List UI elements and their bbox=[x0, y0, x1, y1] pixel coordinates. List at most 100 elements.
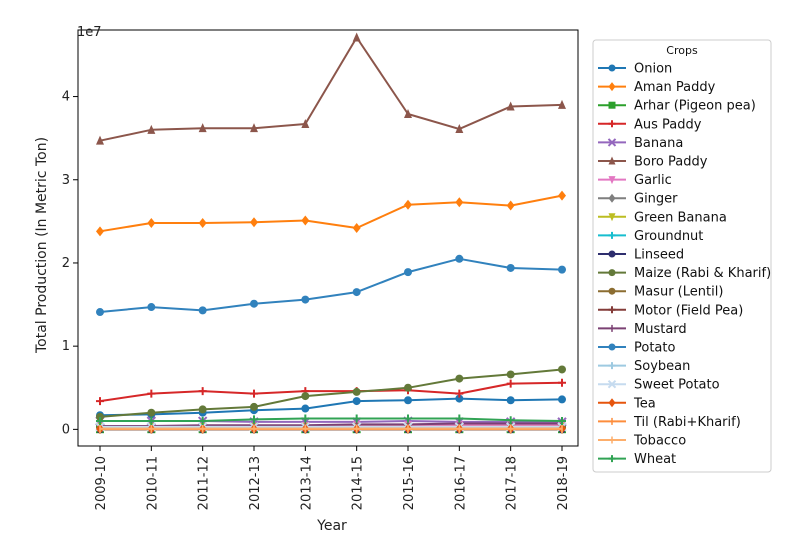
legend-label: Tobacco bbox=[633, 434, 686, 449]
legend-marker bbox=[608, 156, 616, 165]
legend-marker bbox=[608, 306, 616, 314]
data-point bbox=[250, 402, 258, 411]
axes: 0 1 2 3 4 2009-10 2010-11 2011-12 2012-13 2013-14… bbox=[62, 29, 579, 510]
series bbox=[96, 378, 566, 406]
y-tick-label: 3 bbox=[62, 173, 70, 188]
legend-item: Motor (Field Pea) bbox=[598, 303, 743, 318]
legend-label: Maize (Rabi & Kharif) bbox=[634, 266, 771, 281]
data-point bbox=[404, 414, 412, 423]
data-point bbox=[558, 417, 566, 426]
legend-item: Linseed bbox=[598, 248, 684, 263]
data-point bbox=[301, 414, 310, 423]
series bbox=[96, 32, 566, 145]
legend-marker bbox=[608, 176, 616, 185]
legend-label: Sweet Potato bbox=[634, 378, 720, 393]
data-point bbox=[301, 295, 310, 304]
legend-item: Groundnut bbox=[598, 229, 703, 244]
legend-marker bbox=[608, 343, 616, 351]
series-line bbox=[100, 422, 562, 427]
legend-item: Wheat bbox=[598, 452, 676, 467]
data-point bbox=[147, 389, 156, 398]
legend-label: Til (Rabi+Kharif) bbox=[633, 415, 741, 430]
series-line bbox=[99, 36, 563, 142]
data-point bbox=[404, 396, 412, 405]
legend-marker bbox=[608, 213, 616, 222]
data-point bbox=[352, 397, 361, 406]
data-point bbox=[96, 226, 104, 237]
x-axis-label: Year bbox=[316, 518, 347, 534]
legend-marker bbox=[608, 362, 616, 370]
legend-marker bbox=[608, 64, 616, 72]
legend-label: Wheat bbox=[634, 452, 676, 467]
data-point bbox=[558, 395, 566, 404]
data-point bbox=[96, 417, 104, 426]
data-point bbox=[147, 124, 156, 134]
data-point bbox=[558, 365, 566, 374]
legend-item: Maize (Rabi & Kharif) bbox=[598, 266, 771, 281]
legend-marker bbox=[607, 379, 617, 389]
data-point bbox=[506, 263, 515, 272]
legend-label: Onion bbox=[634, 62, 672, 77]
data-point bbox=[352, 288, 361, 297]
data-point bbox=[506, 370, 515, 379]
legend-label: Masur (Lentil) bbox=[634, 285, 723, 300]
data-point bbox=[198, 123, 207, 133]
data-point bbox=[558, 265, 566, 274]
data-point bbox=[301, 404, 310, 413]
legend-item: Mustard bbox=[598, 322, 687, 337]
y-axis-label: Total Production (In Metric Ton) bbox=[34, 137, 50, 354]
legend-label: Banana bbox=[634, 136, 683, 151]
data-point bbox=[506, 416, 515, 425]
data-point bbox=[198, 417, 207, 426]
data-point bbox=[147, 417, 156, 426]
data-point bbox=[404, 268, 412, 277]
data-point bbox=[352, 414, 361, 423]
legend-marker bbox=[608, 82, 616, 92]
data-point bbox=[250, 415, 258, 424]
series bbox=[99, 424, 563, 433]
series bbox=[96, 365, 566, 421]
y-tick-label: 2 bbox=[62, 256, 70, 271]
data-point bbox=[250, 389, 258, 398]
legend-marker bbox=[608, 120, 616, 128]
x-tick-label: 2016-17 bbox=[453, 456, 468, 510]
legend-item: Soybean bbox=[598, 359, 690, 374]
data-point bbox=[506, 101, 515, 111]
data-point bbox=[250, 123, 258, 133]
data-point bbox=[96, 135, 104, 145]
data-point bbox=[404, 383, 412, 392]
legend-label: Aman Paddy bbox=[634, 80, 716, 95]
x-tick-label: 2011-12 bbox=[197, 456, 212, 510]
data-point bbox=[147, 218, 156, 229]
legend-item: Aus Paddy bbox=[598, 117, 702, 132]
legend-marker bbox=[608, 455, 616, 463]
data-point bbox=[301, 119, 310, 129]
data-point bbox=[301, 215, 310, 226]
legend-label: Soybean bbox=[634, 359, 690, 374]
legend-label: Arhar (Pigeon pea) bbox=[634, 99, 756, 114]
data-point bbox=[352, 387, 361, 396]
legend-label: Groundnut bbox=[634, 229, 703, 244]
legend-item: Green Banana bbox=[598, 210, 727, 225]
legend-item: Onion bbox=[598, 62, 672, 77]
data-point bbox=[352, 32, 361, 42]
legend-marker bbox=[608, 269, 616, 277]
series bbox=[96, 394, 566, 420]
data-point bbox=[250, 299, 258, 308]
legend-label: Ginger bbox=[634, 192, 678, 207]
series-line bbox=[99, 257, 563, 313]
data-point bbox=[455, 197, 464, 208]
data-point bbox=[301, 392, 310, 401]
data-point bbox=[506, 200, 515, 211]
data-point bbox=[506, 396, 515, 405]
series-line bbox=[99, 368, 563, 418]
legend-label: Boro Paddy bbox=[634, 155, 708, 170]
legend-item: Garlic bbox=[598, 173, 672, 188]
legend-frame bbox=[592, 39, 772, 473]
series-line bbox=[99, 381, 563, 403]
x-tick-label: 2018-19 bbox=[556, 456, 571, 510]
data-point bbox=[558, 99, 566, 109]
legend-label: Mustard bbox=[634, 322, 687, 337]
legend-item: Banana bbox=[598, 136, 683, 151]
